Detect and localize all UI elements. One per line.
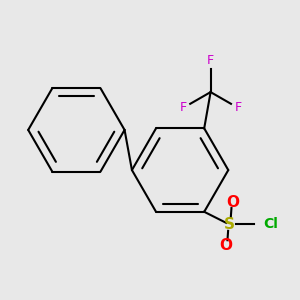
Text: F: F	[207, 54, 214, 67]
Text: O: O	[220, 238, 232, 253]
Text: S: S	[224, 217, 235, 232]
Text: Cl: Cl	[263, 217, 278, 231]
Text: F: F	[234, 101, 242, 114]
Text: O: O	[226, 195, 239, 210]
Text: F: F	[180, 101, 187, 114]
